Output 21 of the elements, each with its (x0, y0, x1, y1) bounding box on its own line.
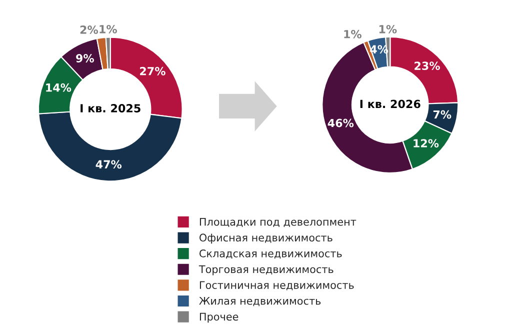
text: I кв. 2026 (360, 100, 420, 108)
legend-label: Жилая недвижимость (199, 297, 321, 306)
text: I кв. 2025 (80, 104, 140, 112)
data-label: 23% (414, 62, 440, 70)
legend-label: Офисная недвижимость (200, 234, 332, 244)
legend-label: Торговая недвижимость (198, 265, 334, 276)
data-label: 1% (344, 30, 362, 38)
legend-label: Гостиничная недвижимость (200, 281, 354, 290)
legend-label: Прочее (200, 312, 238, 323)
data-label: 1% (100, 24, 117, 34)
data-label: 7% (433, 110, 452, 119)
data-label: 2% (80, 26, 98, 34)
data-label: 47% (96, 160, 122, 169)
legend-label: Площадки под девелопмент (200, 218, 356, 228)
data-label: 12% (414, 139, 439, 148)
legend-label: Складская недвижимость (200, 249, 342, 259)
data-label: 27% (140, 66, 166, 76)
data-label: 46% (328, 118, 354, 128)
data-label: 1% (379, 24, 397, 34)
data-label: 9% (76, 54, 94, 62)
data-label: 14% (46, 83, 72, 92)
